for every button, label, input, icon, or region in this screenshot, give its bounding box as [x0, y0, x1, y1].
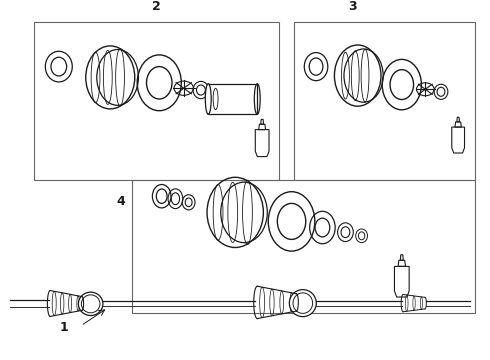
Ellipse shape — [309, 58, 323, 75]
Ellipse shape — [341, 227, 350, 238]
Text: 4: 4 — [116, 195, 125, 208]
Ellipse shape — [315, 218, 330, 237]
Ellipse shape — [147, 67, 172, 99]
Ellipse shape — [390, 70, 414, 100]
Ellipse shape — [277, 203, 306, 239]
Ellipse shape — [358, 232, 365, 240]
Ellipse shape — [78, 292, 103, 315]
Ellipse shape — [289, 289, 317, 317]
Ellipse shape — [156, 189, 167, 203]
Ellipse shape — [185, 198, 192, 207]
Text: 3: 3 — [348, 0, 357, 13]
Ellipse shape — [196, 85, 205, 95]
Ellipse shape — [437, 87, 445, 96]
Ellipse shape — [172, 193, 180, 204]
Ellipse shape — [51, 57, 67, 76]
Text: 2: 2 — [152, 0, 161, 13]
Ellipse shape — [205, 84, 211, 114]
Text: 1: 1 — [59, 321, 68, 334]
